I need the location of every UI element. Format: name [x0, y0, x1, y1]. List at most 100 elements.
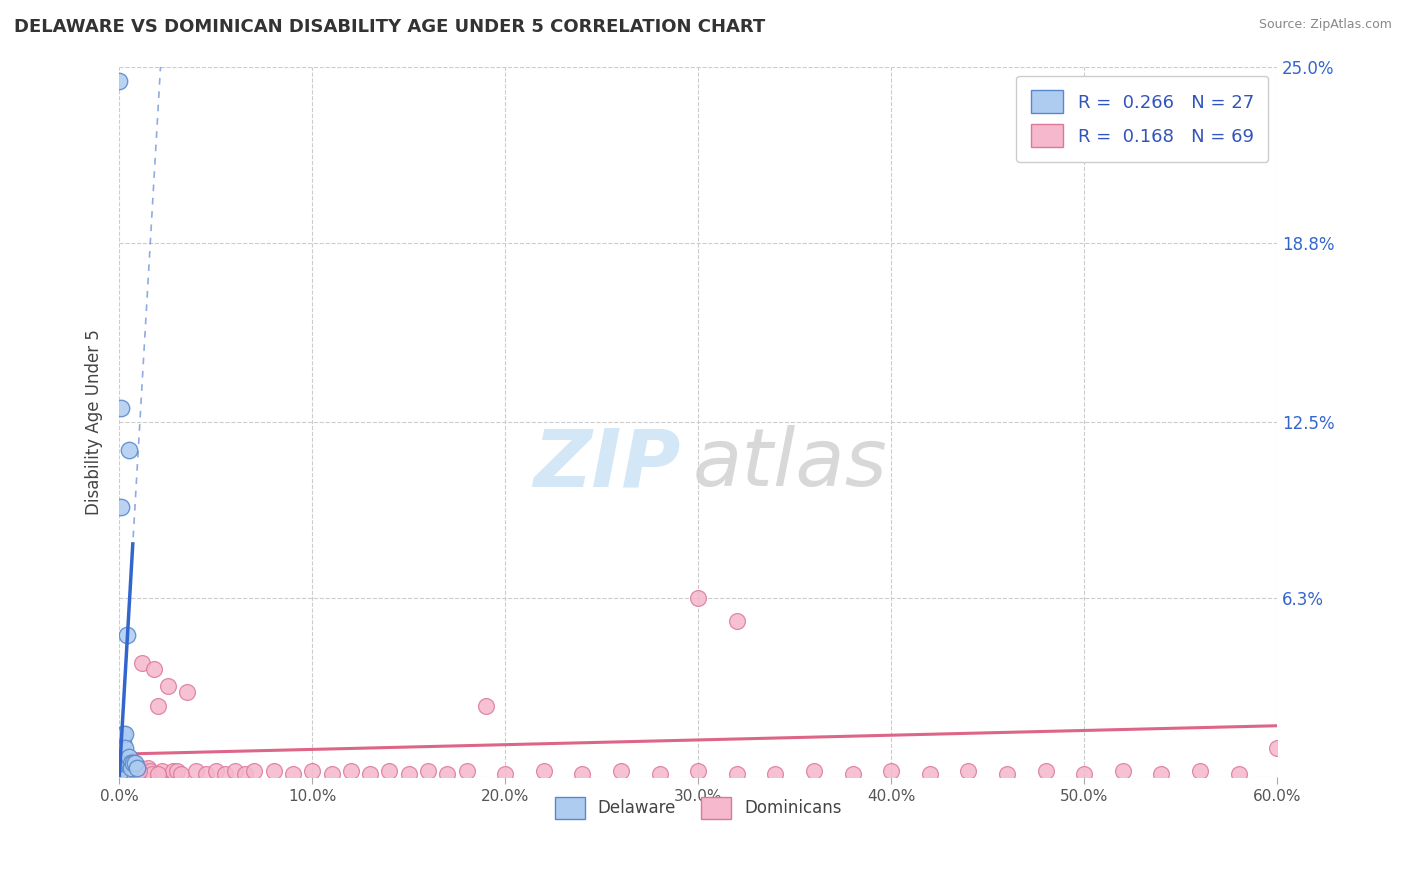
Point	[494, 767, 516, 781]
Text: ZIP: ZIP	[533, 425, 681, 503]
Point	[120, 761, 142, 775]
Point	[114, 741, 136, 756]
Point	[110, 500, 132, 514]
Point	[321, 767, 343, 781]
Point	[134, 764, 156, 779]
Point	[918, 767, 941, 781]
Point	[301, 764, 323, 779]
Point	[378, 764, 401, 779]
Point	[108, 747, 131, 761]
Point	[118, 764, 141, 779]
Point	[214, 767, 236, 781]
Point	[124, 764, 146, 779]
Point	[118, 756, 141, 770]
Point	[139, 764, 162, 779]
Point	[124, 756, 146, 770]
Point	[957, 764, 980, 779]
Point	[125, 767, 148, 781]
Point	[475, 698, 498, 713]
Point	[456, 764, 478, 779]
Point	[533, 764, 555, 779]
Point	[340, 764, 363, 779]
Point	[170, 767, 193, 781]
Point	[114, 761, 136, 775]
Point	[125, 761, 148, 775]
Point	[114, 727, 136, 741]
Point	[186, 764, 208, 779]
Point	[995, 767, 1018, 781]
Point	[841, 767, 863, 781]
Point	[118, 443, 141, 458]
Point	[571, 767, 593, 781]
Point	[1073, 767, 1095, 781]
Point	[108, 736, 131, 750]
Point	[146, 698, 169, 713]
Text: DELAWARE VS DOMINICAN DISABILITY AGE UNDER 5 CORRELATION CHART: DELAWARE VS DOMINICAN DISABILITY AGE UND…	[14, 18, 765, 36]
Point	[121, 756, 143, 770]
Point	[129, 761, 152, 775]
Point	[110, 401, 132, 415]
Point	[416, 764, 439, 779]
Point	[648, 767, 671, 781]
Point	[120, 767, 142, 781]
Point	[765, 767, 787, 781]
Point	[1150, 767, 1173, 781]
Point	[1227, 767, 1250, 781]
Point	[108, 756, 131, 770]
Point	[1265, 741, 1288, 756]
Point	[359, 767, 381, 781]
Point	[128, 764, 150, 779]
Point	[263, 764, 285, 779]
Point	[243, 764, 266, 779]
Point	[1035, 764, 1057, 779]
Point	[114, 764, 136, 779]
Point	[115, 756, 138, 770]
Legend: Delaware, Dominicans: Delaware, Dominicans	[548, 790, 849, 825]
Point	[136, 761, 159, 775]
Point	[108, 741, 131, 756]
Point	[135, 767, 157, 781]
Point	[131, 657, 153, 671]
Point	[803, 764, 825, 779]
Point	[120, 756, 142, 770]
Point	[162, 764, 184, 779]
Point	[112, 756, 135, 770]
Point	[108, 761, 131, 775]
Point	[108, 753, 131, 767]
Point	[156, 679, 179, 693]
Point	[281, 767, 304, 781]
Point	[224, 764, 246, 779]
Point	[436, 767, 458, 781]
Point	[128, 764, 150, 779]
Point	[110, 764, 132, 779]
Point	[112, 727, 135, 741]
Point	[725, 767, 748, 781]
Point	[233, 767, 256, 781]
Point	[118, 750, 141, 764]
Point	[108, 767, 131, 781]
Point	[195, 767, 218, 781]
Point	[1189, 764, 1212, 779]
Point	[112, 767, 135, 781]
Point	[204, 764, 226, 779]
Point	[688, 764, 710, 779]
Point	[610, 764, 633, 779]
Point	[112, 736, 135, 750]
Point	[108, 761, 131, 775]
Point	[150, 764, 173, 779]
Point	[880, 764, 903, 779]
Point	[166, 764, 188, 779]
Point	[146, 767, 169, 781]
Point	[108, 74, 131, 88]
Text: atlas: atlas	[693, 425, 887, 503]
Y-axis label: Disability Age Under 5: Disability Age Under 5	[86, 329, 103, 515]
Point	[725, 614, 748, 628]
Point	[398, 767, 420, 781]
Point	[143, 662, 166, 676]
Text: Source: ZipAtlas.com: Source: ZipAtlas.com	[1258, 18, 1392, 31]
Point	[121, 761, 143, 775]
Point	[688, 591, 710, 605]
Point	[108, 730, 131, 744]
Point	[1112, 764, 1135, 779]
Point	[176, 684, 198, 698]
